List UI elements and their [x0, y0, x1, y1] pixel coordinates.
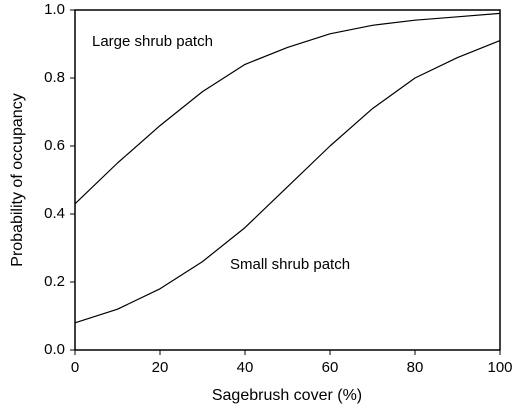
series-label: Small shrub patch [230, 256, 350, 273]
y-tick-label: 0.4 [44, 205, 65, 222]
plot-frame [74, 9, 501, 351]
series-label: Large shrub patch [92, 33, 213, 50]
line [74, 40, 501, 324]
y-tick-label: 0.2 [44, 273, 65, 290]
x-tick-label: 100 [487, 359, 512, 376]
y-axis-title: Probability of occupancy [9, 93, 26, 266]
y-tick-label: 0.8 [44, 69, 65, 86]
x-tick-label: 20 [152, 359, 169, 376]
x-tick-label: 80 [407, 359, 424, 376]
y-tick-label: 1.0 [44, 1, 65, 18]
line [74, 12, 501, 205]
y-tick-label: 0.0 [44, 341, 65, 358]
x-axis-title: Sagebrush cover (%) [212, 387, 362, 404]
x-tick-label: 40 [237, 359, 254, 376]
x-tick-label: 60 [322, 359, 339, 376]
x-tick-label: 0 [71, 359, 79, 376]
y-tick-label: 0.6 [44, 137, 65, 154]
